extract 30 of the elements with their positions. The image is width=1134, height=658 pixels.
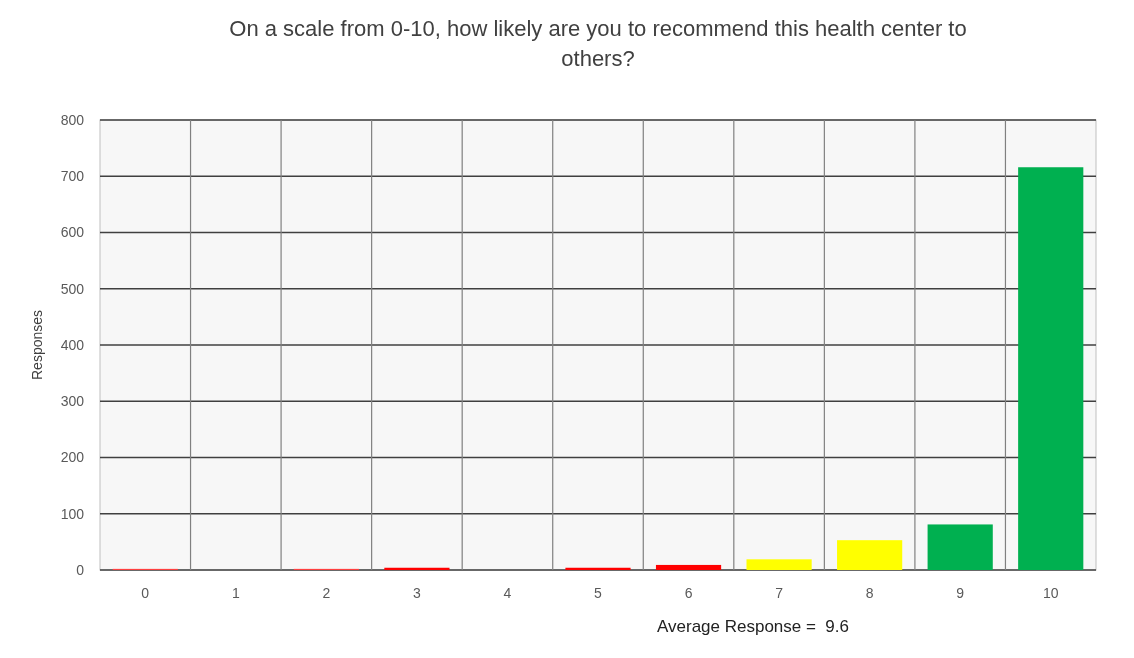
text: Average Response = 9.6 (656, 617, 850, 636)
y-tick-label: 500 (60, 280, 85, 297)
chart-title: On a scale from 0-10, how likely are you to recommend this health center to others? (229, 16, 967, 71)
bar (927, 524, 993, 570)
x-tick-label: 1 (231, 585, 240, 601)
bar (384, 567, 450, 570)
y-tick-label: 200 (60, 449, 85, 466)
y-tick-label: 700 (60, 168, 85, 185)
x-tick-label: 0 (141, 585, 150, 601)
y-axis-title: Responses (29, 309, 45, 381)
y-tick-label: 0 (76, 561, 85, 578)
x-tick-label: 4 (503, 585, 512, 601)
x-tick-label: 2 (322, 585, 331, 601)
x-tick-label: 5 (594, 585, 603, 601)
x-tick-label: 6 (684, 585, 693, 601)
bar (565, 567, 631, 570)
x-tick-label: 3 (413, 585, 422, 601)
bar (837, 540, 903, 570)
y-tick-label: 400 (60, 336, 85, 353)
y-tick-label: 600 (60, 224, 85, 241)
bar (655, 564, 722, 570)
x-tick-label: 9 (956, 585, 965, 601)
bar (1018, 167, 1084, 570)
y-tick-label: 800 (60, 111, 85, 128)
y-tick-label: 100 (60, 505, 85, 522)
y-tick-label: 300 (60, 393, 85, 410)
x-tick-label: 7 (775, 585, 784, 601)
x-tick-label: 10 (1042, 585, 1059, 601)
x-tick-label: 8 (865, 585, 874, 601)
bar (746, 559, 812, 570)
